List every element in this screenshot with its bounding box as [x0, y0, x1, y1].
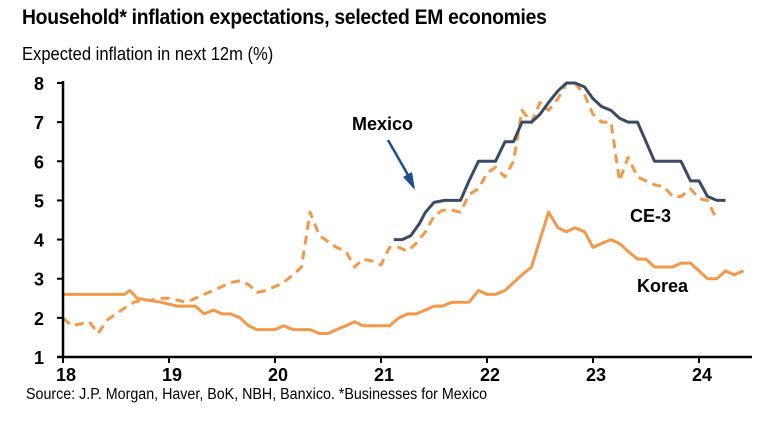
y-tick-label: 7 [34, 113, 44, 133]
series-line-ce-3 [61, 81, 719, 335]
x-tick-label: 21 [374, 365, 394, 385]
x-tick-label: 23 [586, 365, 606, 385]
annotation-korea: Korea [637, 276, 689, 296]
x-tick-label: 19 [162, 365, 182, 385]
y-axis-ticks: 1 2 3 4 5 6 7 8 [34, 74, 63, 368]
y-tick-label: 4 [34, 231, 44, 251]
y-tick-label: 5 [34, 191, 44, 211]
series-layer [61, 81, 745, 335]
x-tick-label: 18 [56, 365, 76, 385]
x-tick-label: 24 [692, 365, 712, 385]
series-line-korea [63, 210, 745, 335]
chart-title: Household* inflation expectations, selec… [22, 6, 547, 29]
x-tick-label: 20 [268, 365, 288, 385]
annotation-mexico: Mexico [352, 114, 413, 134]
y-tick-label: 2 [34, 309, 44, 329]
y-tick-label: 1 [34, 348, 44, 368]
arrow-head-icon [403, 172, 415, 190]
x-axis-ticks: 18 19 20 21 22 23 24 [56, 357, 712, 385]
y-tick-label: 6 [34, 152, 44, 172]
y-tick-label: 8 [34, 74, 44, 94]
y-tick-label: 3 [34, 270, 44, 290]
source-note: Source: J.P. Morgan, Haver, BoK, NBH, Ba… [26, 386, 488, 403]
series-line-mexico [393, 81, 726, 242]
mexico-arrow-line [386, 139, 410, 176]
chart-subtitle: Expected inflation in next 12m (%) [22, 44, 274, 64]
x-tick-label: 22 [480, 365, 500, 385]
annotations: Mexico CE-3 Korea [352, 114, 689, 296]
annotation-ce3: CE-3 [630, 206, 671, 226]
